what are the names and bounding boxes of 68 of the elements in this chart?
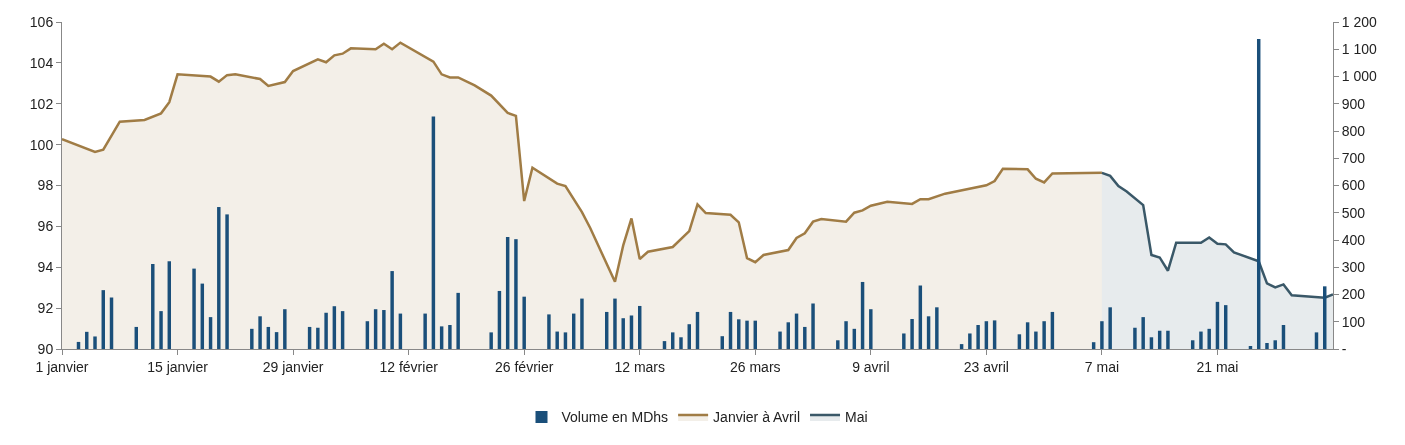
y-tick-label: 92 bbox=[37, 300, 54, 317]
y2-tick-label: 500 bbox=[1341, 204, 1366, 221]
bar bbox=[976, 325, 980, 349]
bar bbox=[1190, 340, 1195, 349]
x-tick-label: 12 mars bbox=[614, 358, 666, 375]
bar bbox=[382, 310, 386, 349]
bar bbox=[390, 271, 394, 349]
x-tick-label: 21 mai bbox=[1196, 358, 1239, 375]
legend-label: Volume en MDhs bbox=[561, 409, 669, 426]
y2-tick-label: 100 bbox=[1341, 313, 1366, 330]
bar bbox=[159, 311, 163, 349]
y2-tick-label: 600 bbox=[1341, 177, 1366, 194]
bar bbox=[1207, 328, 1211, 349]
x-tick-label: 9 avril bbox=[852, 358, 890, 375]
x-tick-label: 7 mai bbox=[1084, 358, 1120, 375]
y2-tick-label: - bbox=[1341, 340, 1347, 357]
bar bbox=[217, 207, 221, 349]
bar bbox=[1042, 321, 1046, 349]
bar bbox=[1273, 340, 1277, 349]
bar bbox=[1100, 321, 1104, 349]
bar bbox=[935, 307, 939, 349]
bar bbox=[1034, 331, 1038, 349]
bar bbox=[902, 333, 906, 349]
legend-label: Janvier à Avril bbox=[713, 409, 801, 426]
bar bbox=[1248, 346, 1253, 349]
legend-label: Mai bbox=[845, 409, 868, 426]
bar bbox=[968, 333, 972, 349]
bar bbox=[225, 214, 229, 349]
y-tick-label: 104 bbox=[29, 54, 54, 71]
bar bbox=[93, 336, 97, 349]
bar bbox=[1199, 331, 1203, 349]
y-tick-label: 106 bbox=[29, 13, 54, 30]
y-tick-label: 96 bbox=[37, 218, 54, 235]
y2-tick-label: 1 000 bbox=[1341, 68, 1378, 85]
x-tick-label: 29 janvier bbox=[262, 358, 324, 375]
x-tick-label: 12 février bbox=[379, 358, 439, 375]
x-tick-label: 26 mars bbox=[729, 358, 781, 375]
bar bbox=[250, 328, 254, 349]
y2-tick-label: 1 100 bbox=[1341, 41, 1378, 58]
y2-tick-label: 900 bbox=[1341, 95, 1366, 112]
bar bbox=[1133, 327, 1137, 349]
x-tick-label: 23 avril bbox=[963, 358, 1009, 375]
bar bbox=[324, 312, 328, 349]
bar bbox=[283, 309, 287, 349]
y-tick-label: 98 bbox=[37, 177, 54, 194]
y-tick-label: 100 bbox=[29, 136, 54, 153]
x-tick-label: 26 février bbox=[495, 358, 554, 375]
x-tick-label: 15 janvier bbox=[147, 358, 209, 375]
y-tick-label: 94 bbox=[37, 259, 54, 276]
bar bbox=[316, 327, 320, 349]
y2-tick-label: 200 bbox=[1341, 286, 1366, 303]
bar bbox=[1166, 330, 1170, 349]
x-tick-label: 1 janvier bbox=[35, 358, 89, 375]
bar bbox=[456, 292, 460, 349]
y2-tick-label: 400 bbox=[1341, 231, 1366, 248]
y2-tick-label: 300 bbox=[1341, 259, 1366, 276]
bar bbox=[1108, 307, 1112, 349]
y2-tick-label: 1 200 bbox=[1341, 13, 1378, 30]
y-tick-label: 102 bbox=[29, 95, 54, 112]
y2-tick-label: 800 bbox=[1341, 122, 1366, 139]
bar bbox=[1141, 317, 1145, 349]
bar bbox=[192, 268, 196, 349]
y2-tick-label: 700 bbox=[1341, 150, 1366, 167]
bar bbox=[1265, 343, 1269, 349]
bar bbox=[151, 263, 155, 349]
bar bbox=[258, 316, 262, 349]
y-tick-label: 90 bbox=[37, 340, 54, 357]
bar bbox=[423, 313, 427, 349]
